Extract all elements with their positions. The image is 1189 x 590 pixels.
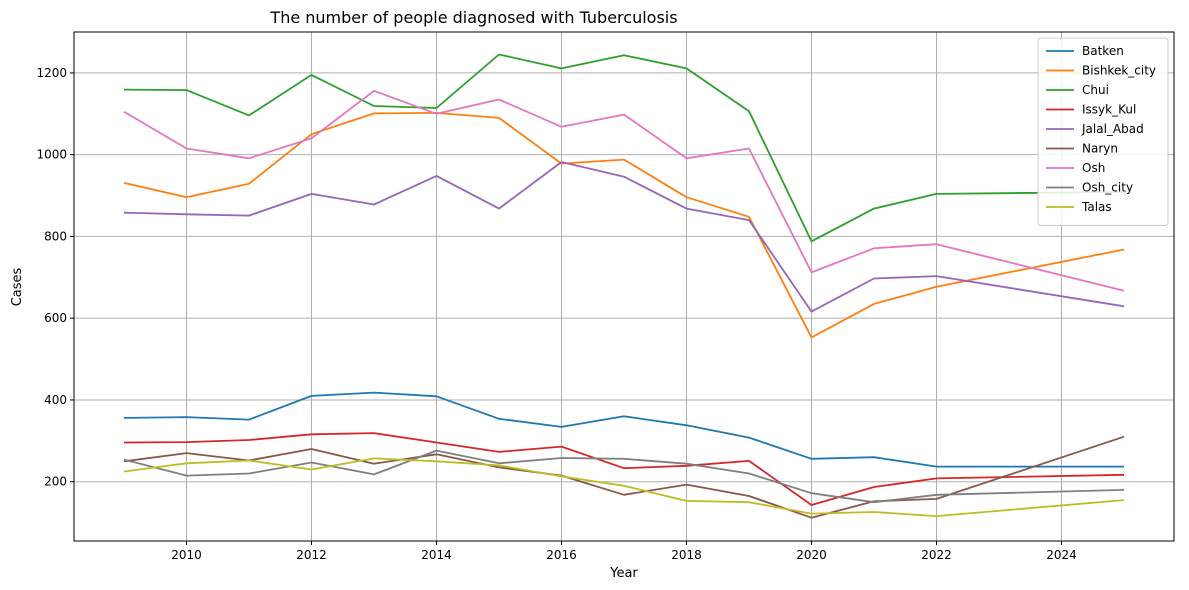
- x-tick-label: 2022: [921, 548, 952, 562]
- y-tick-label: 1200: [36, 66, 67, 80]
- legend: Batken Bishkek_city Chui Issyk_Kul Jalal_Aba…: [1037, 37, 1169, 226]
- plot-frame: [73, 31, 1175, 542]
- y-tick-label: 400: [44, 393, 67, 407]
- x-tick-label: 2020: [796, 548, 827, 562]
- y-tick-label: 1000: [36, 148, 67, 162]
- series-line-issyk-kul: [123, 432, 1125, 506]
- x-tick-label: 2016: [546, 548, 577, 562]
- x-axis-label: Year: [609, 566, 638, 581]
- series-line-batken: [123, 391, 1124, 468]
- legend-label: Osh: [1082, 161, 1105, 175]
- legend-label: Chui: [1082, 83, 1109, 97]
- series-line-chui: [123, 53, 1125, 243]
- x-tick-label: 2012: [296, 548, 327, 562]
- legend-label: Talas: [1081, 200, 1112, 214]
- series-lines: [123, 53, 1125, 519]
- series-line-talas: [123, 457, 1125, 517]
- legend-label: Batken: [1082, 44, 1124, 58]
- legend-label: Osh_city: [1082, 181, 1133, 195]
- legend-label: Naryn: [1082, 142, 1118, 156]
- y-tick-label: 200: [44, 475, 67, 489]
- chart-title: The number of people diagnosed with Tube…: [269, 8, 677, 27]
- y-axis-label: Cases: [10, 267, 25, 306]
- y-tick-label: 600: [44, 311, 67, 325]
- series-line-osh: [123, 90, 1125, 292]
- legend-label: Issyk_Kul: [1082, 103, 1136, 117]
- x-tick-label: 2024: [1046, 548, 1077, 562]
- legend-label: Bishkek_city: [1082, 64, 1156, 78]
- x-tick-label: 2010: [171, 548, 202, 562]
- legend-box: [1037, 37, 1169, 226]
- x-axis-ticks: 2010 2012 2014 2016 2018 2020 2022 2024: [171, 541, 1077, 562]
- series-line-jalal-abad: [123, 161, 1125, 313]
- series-line-bishkek-city: [123, 112, 1125, 339]
- x-tick-label: 2014: [421, 548, 452, 562]
- y-axis-ticks: 200 400 600 800 1000 1200: [36, 66, 74, 489]
- y-tick-label: 800: [44, 229, 67, 243]
- series-line-osh-city: [123, 449, 1125, 504]
- x-tick-label: 2018: [671, 548, 702, 562]
- grid-lines: [74, 32, 1174, 541]
- legend-label: Jalal_Abad: [1081, 122, 1144, 136]
